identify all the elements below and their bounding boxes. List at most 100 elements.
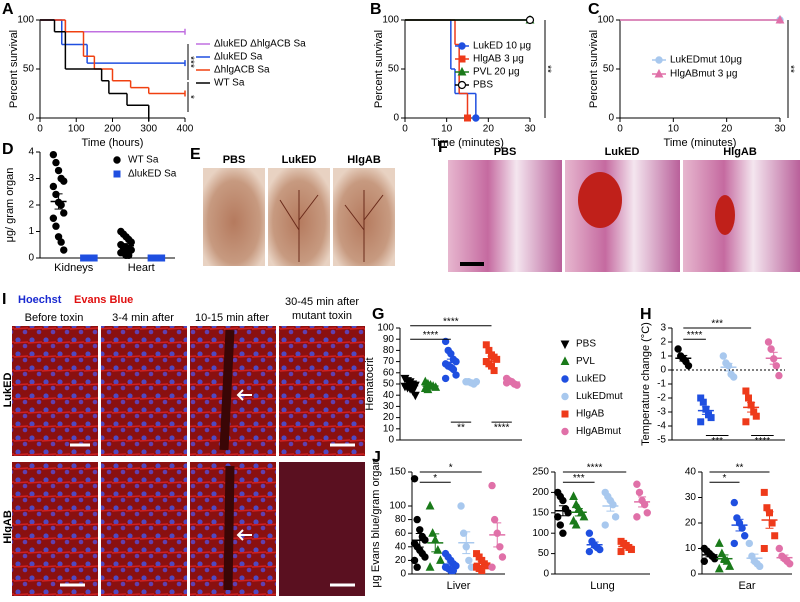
x-axis-label: Time (hours) xyxy=(82,137,144,149)
panel-letter: E xyxy=(190,146,201,163)
y-tick-label: 80 xyxy=(383,345,395,356)
point xyxy=(771,532,779,540)
point xyxy=(52,222,60,230)
point xyxy=(601,521,609,529)
column-label: Before toxin xyxy=(25,312,84,324)
y-tick-label: 2 xyxy=(28,200,34,211)
point xyxy=(561,427,569,436)
point xyxy=(684,362,693,370)
row-label: LukED xyxy=(2,373,14,408)
x-tick-label: 20 xyxy=(721,124,733,135)
vessel xyxy=(219,329,235,591)
y-tick-label: -2 xyxy=(657,393,666,404)
stain-label: Evans Blue xyxy=(74,294,133,306)
x-tick-label: 300 xyxy=(140,124,157,135)
photo-panel-i: Hoechst Evans Blue Before toxin 3-4 min … xyxy=(2,294,365,596)
point xyxy=(423,384,433,394)
micrograph xyxy=(101,462,187,596)
point xyxy=(635,488,644,497)
y-tick-label: 30 xyxy=(685,492,697,503)
y-tick-label: -1 xyxy=(657,379,666,390)
y-tick-label: 0 xyxy=(393,113,399,124)
x-tick-label: 0 xyxy=(402,124,408,135)
legend-label: HlgAB xyxy=(576,409,605,420)
point xyxy=(425,500,435,510)
point xyxy=(60,209,68,217)
point xyxy=(436,555,445,564)
hemorrhage xyxy=(578,172,622,228)
y-axis-label: Percent survival xyxy=(373,30,385,108)
y-tick-label: 1 xyxy=(660,351,666,362)
point xyxy=(561,410,569,418)
photo-label: HlgAB xyxy=(347,154,381,166)
significance-label: **** xyxy=(587,463,603,474)
y-tick-label: 100 xyxy=(377,323,394,334)
point xyxy=(457,502,465,510)
x-tick-label: 400 xyxy=(177,124,194,135)
histology-photo xyxy=(683,160,800,272)
legend-label: PBS xyxy=(473,80,493,91)
point xyxy=(490,367,498,375)
scale-bar xyxy=(60,443,355,587)
point xyxy=(413,563,421,571)
significance-label: *** xyxy=(711,436,723,447)
point xyxy=(54,166,63,175)
x-axis-label: Liver xyxy=(447,580,471,592)
legend-label: ΔlukED ΔhlgACB Sa xyxy=(214,39,306,50)
column-label: 10-15 min after xyxy=(195,312,269,324)
significance-label: ** xyxy=(541,65,552,73)
point xyxy=(452,357,460,366)
y-axis-label: Hematocrit xyxy=(364,357,376,410)
stain-label: Hoechst xyxy=(18,294,62,306)
point xyxy=(745,394,752,402)
y-tick-label: 90 xyxy=(383,334,395,345)
y-tick-label: 3 xyxy=(660,323,666,334)
point xyxy=(124,251,133,260)
legend-label: PVL xyxy=(576,356,595,367)
legend-label: HlgABmut 3 μg xyxy=(670,69,737,80)
point xyxy=(498,553,507,561)
column-label: 30-45 min after xyxy=(285,296,359,308)
hemorrhage xyxy=(715,195,735,235)
column-label: 3-4 min after xyxy=(112,312,174,324)
y-tick-label: 50 xyxy=(23,64,35,75)
point xyxy=(472,114,480,122)
point xyxy=(633,480,641,488)
x-axis-label: Time (minutes) xyxy=(431,137,504,149)
x-tick-label: 30 xyxy=(524,124,536,135)
y-tick-label: 150 xyxy=(532,507,549,518)
legend-label: ΔhlgACB Sa xyxy=(214,65,270,76)
column-label: mutant toxin xyxy=(292,310,352,322)
y-tick-label: 250 xyxy=(532,467,549,478)
point xyxy=(775,544,783,553)
arrow xyxy=(236,389,252,541)
point xyxy=(730,539,738,548)
histology-photo xyxy=(448,160,562,272)
point xyxy=(745,539,753,548)
point xyxy=(52,190,60,199)
panel-letter: A xyxy=(2,1,14,18)
point xyxy=(421,553,429,561)
point xyxy=(700,557,708,565)
point xyxy=(49,214,58,222)
y-tick-label: 20 xyxy=(395,555,407,566)
point xyxy=(457,80,467,90)
legend-label: LukEDmut 10μg xyxy=(670,55,742,66)
panel-letter: B xyxy=(370,1,382,18)
point xyxy=(655,56,663,64)
significance-label: **** xyxy=(687,330,703,341)
photo-label: HlgAB xyxy=(723,146,757,158)
y-tick-label: 50 xyxy=(388,64,400,75)
significance-label: *** xyxy=(573,473,585,484)
x-tick-label: 10 xyxy=(668,124,680,135)
point xyxy=(428,528,438,537)
scale-bar xyxy=(460,262,484,266)
y-tick-label: 70 xyxy=(383,356,395,367)
point xyxy=(719,352,727,360)
point xyxy=(449,566,458,575)
y-tick-label: 0 xyxy=(388,435,394,446)
point xyxy=(569,491,578,500)
x-tick-label: 100 xyxy=(68,124,85,135)
point xyxy=(416,526,424,534)
significance-label: * xyxy=(723,473,727,484)
